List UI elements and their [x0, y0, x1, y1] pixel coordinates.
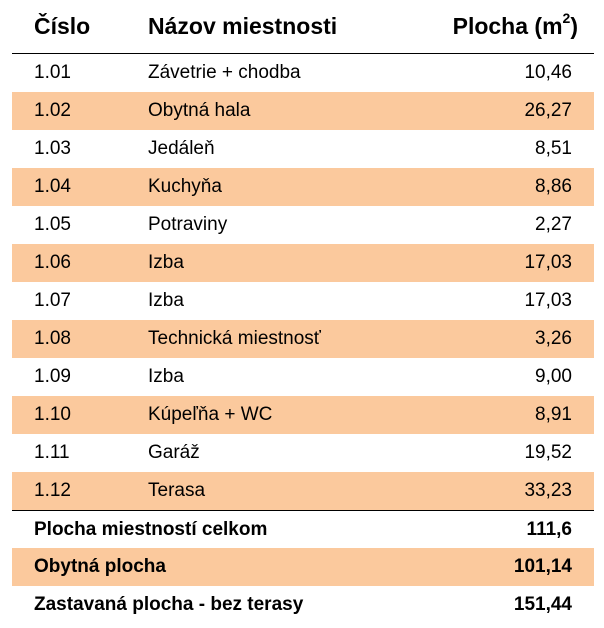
summary-row: Zastavaná plocha - bez terasy 151,44 [12, 586, 594, 624]
row-room-name: Kúpeľňa + WC [148, 404, 273, 425]
row-area: 10,46 [524, 62, 572, 83]
row-number: 1.11 [34, 442, 70, 463]
summary-label: Plocha miestností celkom [34, 518, 268, 540]
table-row: 1.07 Izba 17,03 [12, 282, 594, 320]
row-room-name: Potraviny [148, 214, 228, 235]
row-room-name: Obytná hala [148, 100, 251, 121]
table-row: 1.04 Kuchyňa 8,86 [12, 168, 594, 206]
row-area: 17,03 [524, 290, 572, 311]
row-room-name: Kuchyňa [148, 176, 222, 197]
row-number: 1.10 [34, 404, 71, 425]
row-area: 3,26 [535, 328, 572, 349]
row-area: 8,91 [535, 404, 572, 425]
header-area: Plocha (m 2) [453, 0, 578, 53]
row-area: 2,27 [535, 214, 572, 235]
summary-value: 111,6 [526, 518, 572, 540]
header-room-name: Názov miestnosti [148, 13, 338, 39]
summary-row: Plocha miestností celkom 111,6 [12, 510, 594, 548]
row-number: 1.12 [34, 480, 71, 501]
summary-value: 101,14 [513, 556, 572, 577]
header-number: Číslo [34, 13, 91, 39]
table-row: 1.05 Potraviny 2,27 [12, 206, 594, 244]
room-area-table: Číslo Názov miestnosti Plocha (m 2) 1.01 Z… [12, 0, 594, 624]
row-area: 33,23 [524, 480, 572, 501]
row-room-name: Technická miestnosť [148, 328, 321, 349]
table-row: 1.01 Závetrie + chodba 10,46 [12, 54, 594, 92]
summary-value: 151,44 [513, 594, 572, 615]
row-room-name: Terasa [148, 480, 206, 501]
row-number: 1.03 [34, 138, 71, 159]
row-number: 1.06 [34, 252, 71, 273]
summary-label: Zastavaná plocha - bez terasy [34, 594, 304, 615]
table-row: 1.06 Izba 17,03 [12, 244, 594, 282]
row-number: 1.04 [34, 176, 71, 197]
table-header: Číslo Názov miestnosti Plocha (m 2) [12, 0, 594, 54]
header-area-text: Plocha (m [452, 13, 563, 39]
row-area: 26,27 [524, 100, 572, 121]
row-room-name: Izba [148, 252, 184, 273]
row-number: 1.01 [34, 62, 71, 83]
row-room-name: Izba [148, 290, 184, 311]
table-row: 1.12 Terasa 33,23 [12, 472, 594, 510]
row-room-name: Izba [148, 366, 184, 387]
row-room-name: Jedáleň [148, 138, 215, 159]
table-body: 1.01 Závetrie + chodba 10,46 1.02 Obytná hal… [12, 54, 594, 510]
table-row: 1.11 Garáž 19,52 [12, 434, 594, 472]
row-room-name: Závetrie + chodba [148, 62, 301, 83]
row-number: 1.09 [34, 366, 71, 387]
row-number: 1.07 [34, 290, 71, 311]
row-area: 8,86 [535, 176, 572, 197]
row-area: 9,00 [535, 366, 572, 387]
header-area-superscript: 2 [562, 9, 571, 26]
table-row: 1.09 Izba 9,00 [12, 358, 594, 396]
row-number: 1.05 [34, 214, 71, 235]
row-area: 17,03 [524, 252, 572, 273]
table-summary: Plocha miestností celkom 111,6 Obytná ploc… [12, 510, 594, 624]
row-number: 1.08 [34, 328, 71, 349]
row-number: 1.02 [34, 100, 71, 121]
row-room-name: Garáž [148, 442, 200, 463]
table-row: 1.08 Technická miestnosť 3,26 [12, 320, 594, 358]
table-row: 1.03 Jedáleň 8,51 [12, 130, 594, 168]
summary-row: Obytná plocha 101,14 [12, 548, 594, 586]
summary-label: Obytná plocha [34, 556, 166, 577]
row-area: 8,51 [535, 138, 572, 159]
row-area: 19,52 [524, 442, 572, 463]
table-row: 1.10 Kúpeľňa + WC 8,91 [12, 396, 594, 434]
table-row: 1.02 Obytná hala 26,27 [12, 92, 594, 130]
header-area-close: ) [570, 13, 578, 39]
